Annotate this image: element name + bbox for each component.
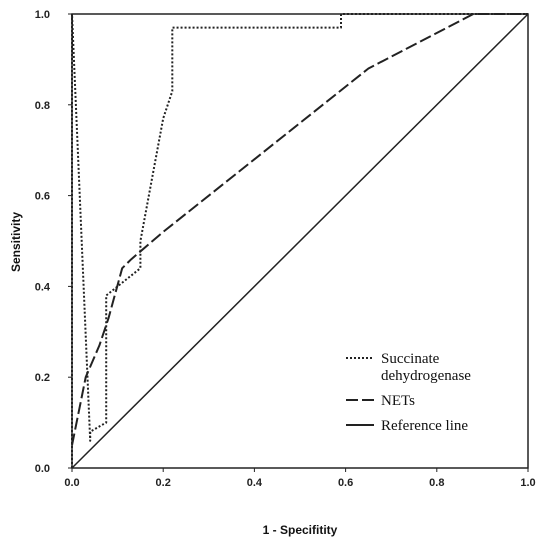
axis-ticks: 0.0 0.2 0.4 0.6 0.8 1.0 0.0 0.2 0.4 0.6 0.8 1.0 (35, 9, 536, 489)
series-line-succinate-dehydrogenase (71, 13, 528, 468)
y-tick-label: 0.4 (35, 281, 51, 293)
plot-area-border (71, 13, 529, 469)
x-axis-title: 1 - Specifitity (263, 523, 338, 537)
x-tick-label: 0.4 (247, 477, 263, 489)
y-tick-label: 0.8 (35, 100, 50, 112)
y-axis-title: Sensitivity (9, 212, 23, 272)
series-lines (71, 13, 529, 469)
y-tick-label: 1.0 (35, 9, 50, 21)
x-tick-label: 0.6 (338, 477, 353, 489)
x-tick-label: 1.0 (520, 477, 535, 489)
y-tick-label: 0.6 (35, 191, 50, 203)
legend-label: Reference line (381, 418, 468, 434)
y-tick-label: 0.0 (35, 463, 50, 475)
x-tick-label: 0.2 (156, 477, 171, 489)
series-line-reference-line (71, 13, 529, 469)
legend-label: dehydrogenase (381, 368, 471, 384)
legend-label: NETs (381, 393, 415, 409)
x-tick-label: 0.0 (64, 477, 79, 489)
series-line-nets (71, 13, 528, 446)
plot-frame (71, 13, 529, 469)
legend-label: Succinate (381, 351, 440, 367)
x-tick-label: 0.8 (429, 477, 444, 489)
y-tick-label: 0.2 (35, 372, 50, 384)
